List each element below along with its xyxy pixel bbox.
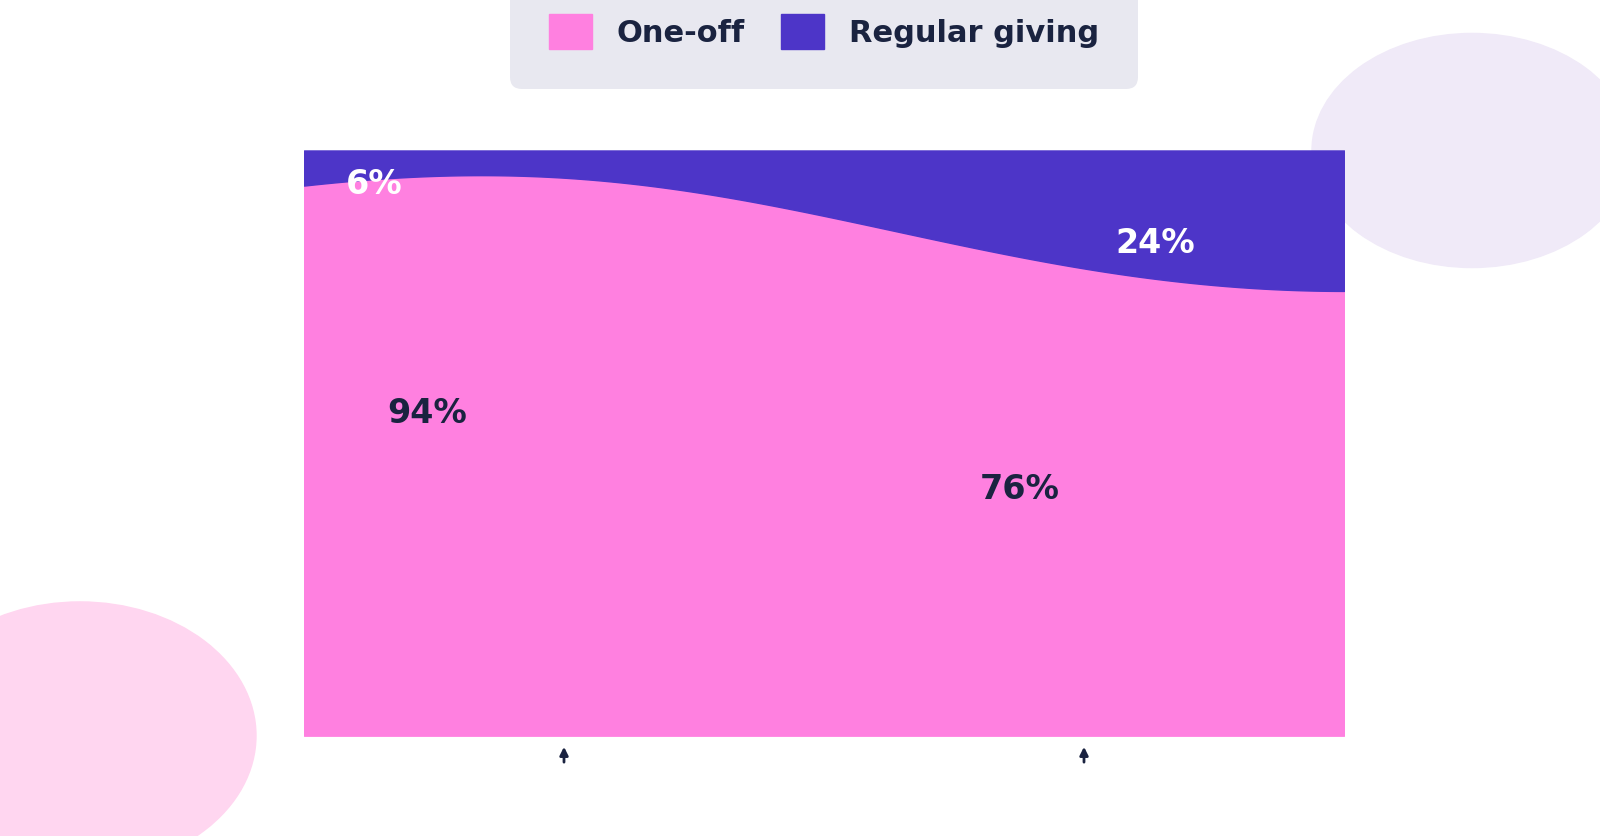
Text: % of Fundraising: % of Fundraising [952, 797, 1216, 825]
Text: 24%: 24% [1115, 227, 1195, 259]
Text: % of Donors: % of Donors [469, 797, 659, 825]
Text: 6%: 6% [346, 168, 402, 201]
Legend: One-off, Regular giving: One-off, Regular giving [522, 0, 1126, 77]
Text: 94%: 94% [387, 397, 467, 431]
Text: 76%: 76% [979, 473, 1059, 507]
